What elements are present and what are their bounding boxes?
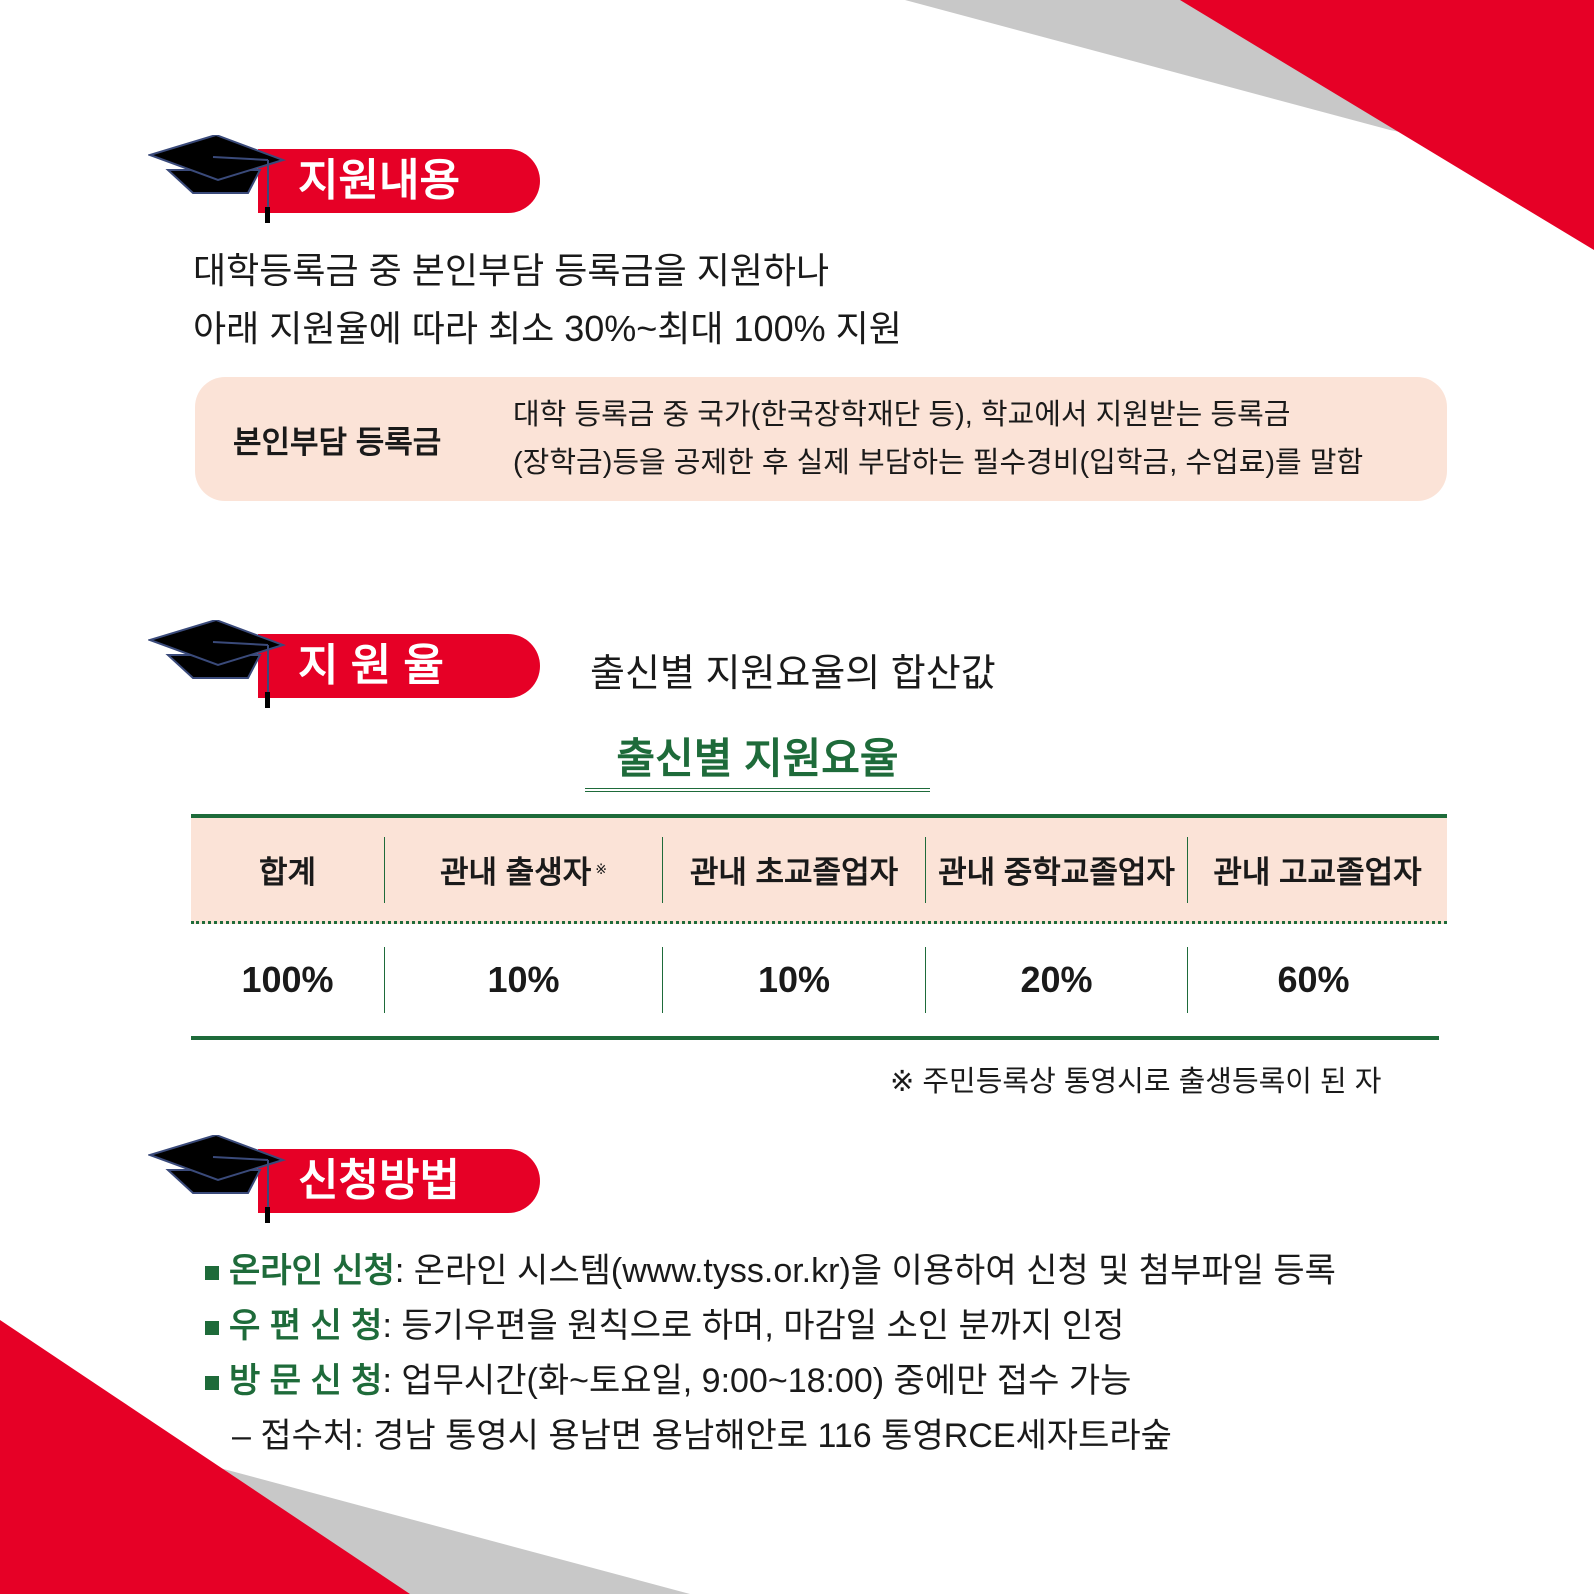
description-line: 대학등록금 중 본인부담 등록금을 지원하나 xyxy=(193,250,830,291)
definition-line: (장학금)등을 공제한 후 실제 부담하는 필수경비(입학금, 수업료)를 말함 xyxy=(513,447,1364,479)
header-cell: 관내 중학교졸업자 xyxy=(925,836,1187,903)
footnote-mark: ※ xyxy=(595,861,607,877)
section-title: 지 원 율 xyxy=(258,634,540,698)
value-cell: 60% xyxy=(1187,947,1439,1013)
header-cell: 합계 xyxy=(258,855,317,890)
section-header-application-method: 신청방법 xyxy=(148,1135,548,1235)
support-description: 대학등록금 중 본인부담 등록금을 지원하나 아래 지원율에 따라 최소 30%… xyxy=(193,242,902,358)
bullet-icon xyxy=(205,1376,219,1391)
table-title: 출신별 지원요율 xyxy=(585,725,930,792)
section-title: 신청방법 xyxy=(258,1149,540,1213)
method-text: : 온라인 시스템(www.tyss.or.kr)을 이용하여 신청 및 첨부파… xyxy=(394,1252,1336,1290)
method-label: 우 편 신 청 xyxy=(229,1307,383,1345)
definition-box: 본인부담 등록금 대학 등록금 중 국가(한국장학재단 등), 학교에서 지원받… xyxy=(195,377,1447,501)
method-online: 온라인 신청: 온라인 시스템(www.tyss.or.kr)을 이용하여 신청… xyxy=(205,1243,1336,1292)
value-cell: 100% xyxy=(241,959,334,1000)
value-cell: 20% xyxy=(925,947,1187,1013)
graduation-cap-icon xyxy=(148,1135,287,1223)
method-mail: 우 편 신 청: 등기우편을 원칙으로 하며, 마감일 소인 분까지 인정 xyxy=(205,1298,1124,1347)
bullet-icon xyxy=(205,1266,219,1281)
value-cell: 10% xyxy=(662,947,925,1013)
method-text: : 업무시간(화~토요일, 9:00~18:00) 중에만 접수 가능 xyxy=(382,1362,1132,1400)
value-cell: 10% xyxy=(384,947,662,1013)
header-cell: 관내 고교졸업자 xyxy=(1187,836,1447,903)
table-footnote: ※ 주민등록상 통영시로 출생등록이 된 자 xyxy=(890,1066,1382,1098)
method-text: : 등기우편을 원칙으로 하며, 마감일 소인 분까지 인정 xyxy=(382,1307,1125,1345)
section-header-support-content: 지원내용 xyxy=(148,135,548,235)
header-cell: 관내 출생자 ※ xyxy=(384,836,662,903)
method-label: 방 문 신 청 xyxy=(229,1362,383,1400)
definition-line: 대학 등록금 중 국가(한국장학재단 등), 학교에서 지원받는 등록금 xyxy=(513,399,1291,431)
reception-address: – 접수처: 경남 통영시 용남면 용남해안로 116 통영RCE세자트라숲 xyxy=(232,1417,1172,1455)
description-line: 아래 지원율에 따라 최소 30%~최대 100% 지원 xyxy=(193,308,902,349)
header-label: 관내 출생자 xyxy=(440,855,592,890)
definition-term: 본인부담 등록금 xyxy=(233,425,442,460)
table-row: 100% 10% 10% 20% 60% xyxy=(191,924,1439,1040)
support-rate-subtitle: 출신별 지원요율의 합산값 xyxy=(590,653,996,695)
graduation-cap-icon xyxy=(148,135,287,223)
method-label: 온라인 신청 xyxy=(229,1252,395,1290)
support-rate-table: 합계 관내 출생자 ※ 관내 초교졸업자 관내 중학교졸업자 관내 고교졸업자 1… xyxy=(191,814,1447,1040)
section-header-support-rate: 지 원 율 xyxy=(148,620,548,720)
header-cell: 관내 초교졸업자 xyxy=(662,836,925,903)
section-title: 지원내용 xyxy=(258,149,540,213)
method-visit: 방 문 신 청: 업무시간(화~토요일, 9:00~18:00) 중에만 접수 … xyxy=(205,1353,1131,1402)
graduation-cap-icon xyxy=(148,620,287,708)
table-header-row: 합계 관내 출생자 ※ 관내 초교졸업자 관내 중학교졸업자 관내 고교졸업자 xyxy=(191,814,1447,924)
bullet-icon xyxy=(205,1321,219,1336)
